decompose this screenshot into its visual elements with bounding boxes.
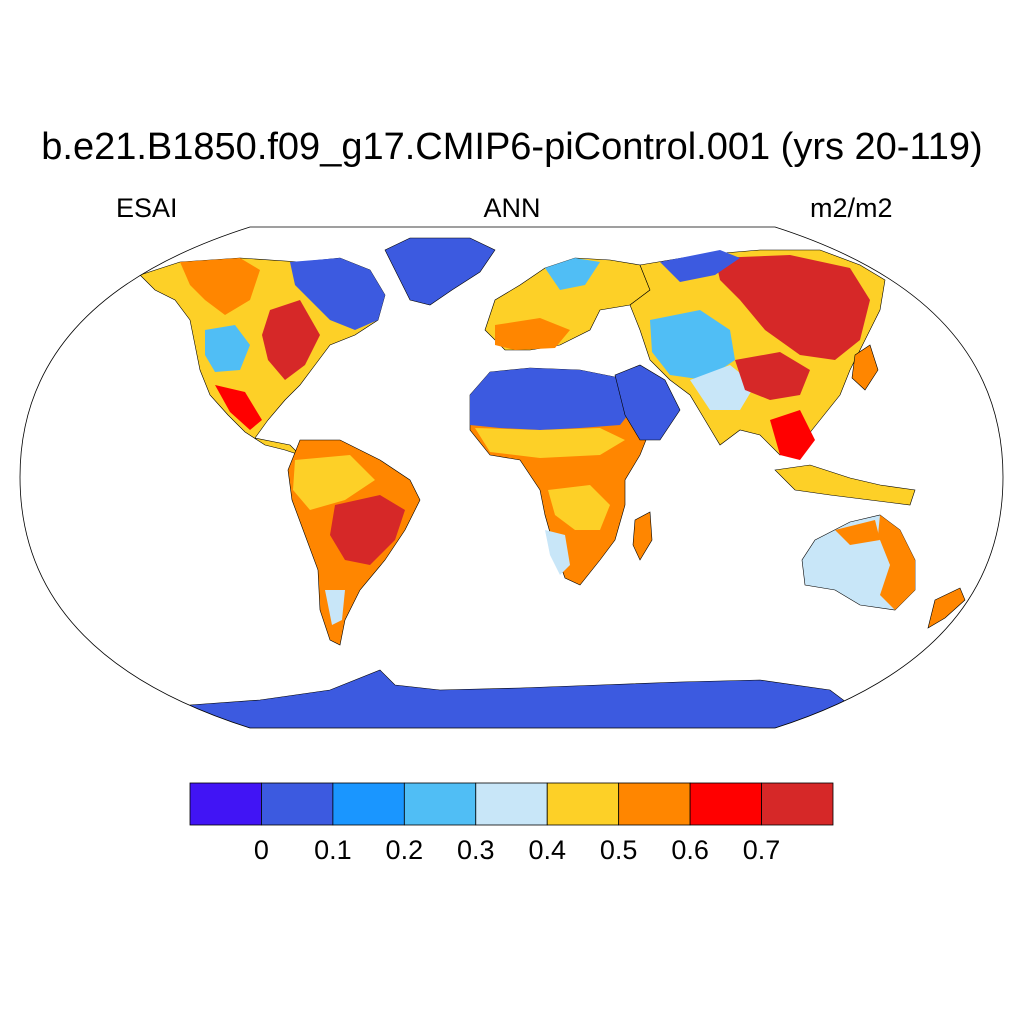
mexico-red <box>215 385 262 430</box>
sahara-blue <box>470 368 640 430</box>
land-layer <box>139 237 966 728</box>
china-red <box>735 352 810 400</box>
colorbar-tick-label: 0.1 <box>314 835 352 865</box>
colorbar-tick-label: 0.4 <box>528 835 566 865</box>
australia-east-red <box>878 515 915 610</box>
amazon-yellow <box>293 455 375 510</box>
arctic-russia-blue <box>660 250 740 282</box>
north-america-southwest <box>205 325 250 372</box>
globe-outline <box>19 226 1004 729</box>
new-zealand <box>927 587 966 629</box>
madagascar <box>632 511 653 561</box>
scandinavia-blue <box>545 258 600 290</box>
colorbar-swatch <box>189 782 262 826</box>
colorbar-swatch <box>332 782 405 826</box>
namib-blue <box>545 530 570 575</box>
patagonia-blue <box>325 590 345 625</box>
southern-africa-yellow <box>548 485 610 530</box>
japan <box>851 344 879 391</box>
colorbar-tick-label: 0 <box>253 835 269 865</box>
greenland <box>384 237 496 306</box>
arabia <box>614 364 681 441</box>
brazil-red <box>330 495 405 565</box>
north-america-east-red <box>262 300 320 380</box>
colorbar-swatch <box>261 782 334 826</box>
colorbar-swatch <box>546 782 620 826</box>
colorbar-swatch <box>475 782 548 826</box>
australia-north-orange <box>835 520 880 545</box>
indonesia <box>774 464 916 506</box>
north-america-arctic <box>290 258 385 330</box>
siberia-red <box>715 255 870 360</box>
colorbar-tick-label: 0.2 <box>385 835 424 865</box>
north-america-west-red <box>180 258 260 315</box>
colorbar-tick-label: 0.5 <box>599 835 638 865</box>
season-label: ANN <box>483 193 541 223</box>
europe-red <box>495 318 570 350</box>
colorbar <box>189 782 834 826</box>
colorbar-swatch <box>403 782 477 826</box>
colorbar-tick-label: 0.6 <box>671 835 709 865</box>
variable-label: ESAI <box>116 193 178 223</box>
map-title: b.e21.B1850.f09_g17.CMIP6-piControl.001 … <box>41 126 983 168</box>
colorbar-tick-label: 0.7 <box>742 835 781 865</box>
colorbar-swatch <box>618 782 691 826</box>
units-label: m2/m2 <box>810 193 893 223</box>
southeast-asia-red <box>770 410 815 460</box>
colorbar-swatch <box>761 782 834 826</box>
central-asia-blue <box>650 310 735 380</box>
colorbar-swatch <box>689 782 762 826</box>
antarctica <box>189 669 851 728</box>
colorbar-tick-label: 0.3 <box>456 835 495 865</box>
sahel-yellow <box>475 428 625 458</box>
tibet-blue <box>690 365 755 410</box>
